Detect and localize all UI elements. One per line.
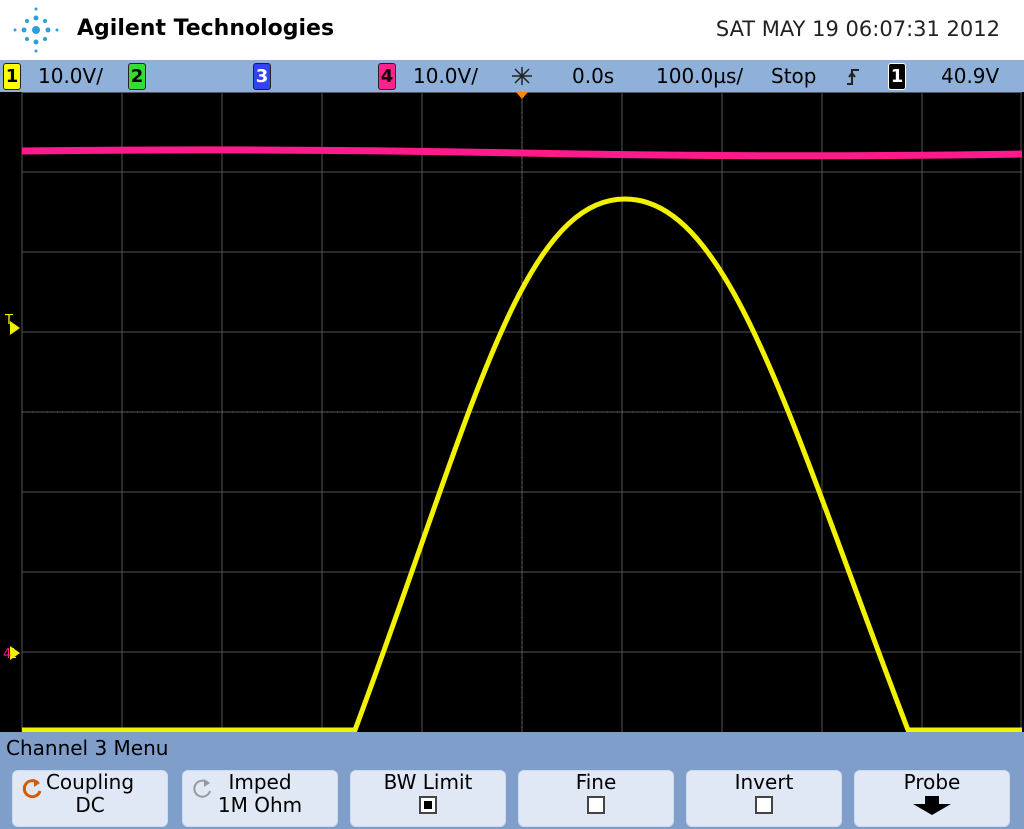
softkey-label: Invert	[734, 770, 794, 794]
ch4-number[interactable]: 4	[378, 63, 396, 90]
ch4-marker-label: 4	[3, 647, 11, 662]
brand: Agilent Technologies	[77, 16, 335, 41]
softkey-label: Coupling	[45, 770, 135, 794]
softkey[interactable]: BW Limit	[350, 770, 506, 827]
timebase: 100.0µs/	[656, 64, 744, 88]
softkey[interactable]: Probe	[854, 770, 1010, 827]
softkey-menu: Channel 3 Menu Coupling DC Imped 1M Ohm BW…	[0, 732, 1024, 829]
trigger-slope-icon	[847, 69, 859, 85]
delay: 0.0s	[572, 64, 615, 88]
agilent-logo	[13, 7, 59, 53]
softkey-value: 1M Ohm	[217, 793, 303, 817]
ch1-trace	[22, 196, 1022, 732]
ch2-number[interactable]: 2	[128, 63, 146, 90]
ch4-scale: 10.0V/	[413, 64, 478, 88]
menu-title: Channel 3 Menu	[6, 736, 169, 760]
softkey-label: Imped	[228, 770, 292, 794]
softkey-value: DC	[75, 793, 105, 817]
knob-icon	[193, 779, 211, 798]
ch4-trace	[21, 146, 1023, 160]
softkey-label: Fine	[575, 770, 617, 794]
checkbox	[587, 796, 605, 814]
header: Agilent Technologies SAT MAY 19 06:07:31…	[0, 0, 1024, 60]
softkey-label: Probe	[903, 770, 961, 794]
softkey[interactable]: Fine	[518, 770, 674, 827]
softkey-label: BW Limit	[383, 770, 473, 794]
submenu-arrow	[913, 796, 951, 815]
trigger-marker-label: T	[4, 313, 13, 328]
softkey[interactable]: Invert	[686, 770, 842, 827]
datetime: SAT MAY 19 06:07:31 2012	[715, 17, 1000, 41]
ch1-number[interactable]: 1	[3, 63, 21, 90]
knob-icon	[22, 779, 42, 799]
trigger-position-marker	[516, 92, 528, 99]
checkbox-checked	[419, 796, 437, 814]
graticule: T 4 1	[3, 92, 1023, 732]
trigger-level-marker	[10, 321, 20, 335]
ch3-number[interactable]: 3	[253, 63, 271, 90]
run-state[interactable]: Stop	[771, 64, 817, 88]
trigger-level: 40.9V	[941, 64, 1000, 88]
ch1-ground-marker	[10, 646, 20, 660]
delay-icon	[512, 67, 532, 85]
trigger-source: 1	[888, 63, 906, 90]
status-bar: 1 10.0V/ 2 3 4 10.0V/ 0.0s 100.0µs/ Stop…	[0, 60, 1024, 92]
softkey[interactable]: Coupling DC	[12, 770, 168, 827]
checkbox	[755, 796, 773, 814]
softkey[interactable]: Imped 1M Ohm	[182, 770, 338, 827]
ch1-marker-label: 1	[9, 647, 17, 662]
ch1-scale: 10.0V/	[38, 64, 103, 88]
